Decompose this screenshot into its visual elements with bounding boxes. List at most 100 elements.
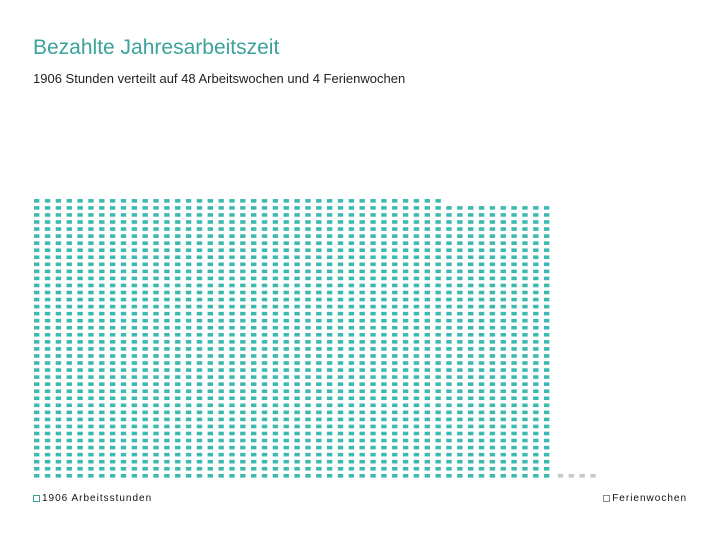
waffle-cell-work <box>381 459 387 464</box>
waffle-cell-work <box>66 199 72 203</box>
waffle-cell-work <box>489 375 496 379</box>
waffle-cell-work <box>305 431 311 436</box>
waffle-cell-work <box>402 227 409 231</box>
waffle-cell-work <box>218 382 224 386</box>
waffle-cell-work <box>424 269 430 274</box>
waffle-cell-work <box>261 262 268 267</box>
waffle-cell-work <box>316 325 322 330</box>
waffle-cell-work <box>533 424 539 429</box>
waffle-cell-work <box>522 234 528 238</box>
waffle-cell-work <box>316 241 322 245</box>
waffle-cell-work <box>55 318 62 323</box>
waffle-cell-work <box>316 389 322 393</box>
waffle-cell-work <box>500 262 506 267</box>
waffle-cell-work <box>402 276 409 281</box>
waffle-cell-work <box>185 403 192 408</box>
waffle-cell-work <box>489 431 496 436</box>
waffle-cell-work <box>424 459 430 464</box>
waffle-cell-work <box>77 431 83 436</box>
waffle-cell-work <box>446 389 452 393</box>
waffle-cell-work <box>522 297 528 302</box>
waffle-cell-work <box>120 368 127 372</box>
waffle-cell-work <box>55 227 62 231</box>
waffle-cell-work <box>99 382 105 386</box>
waffle-cell-work <box>34 333 40 337</box>
waffle-cell-work <box>413 333 420 337</box>
waffle-cell-work <box>424 340 430 344</box>
waffle-cell-work <box>229 311 235 316</box>
waffle-cell-work <box>44 474 51 478</box>
waffle-cell-work <box>424 466 430 471</box>
waffle-cell-work <box>533 466 539 471</box>
waffle-cell-work <box>142 424 148 429</box>
waffle-cell-work <box>337 269 344 274</box>
waffle-cell-work <box>326 199 333 203</box>
waffle-cell-work <box>88 417 94 422</box>
waffle-cell-work <box>88 459 94 464</box>
waffle-cell-work <box>478 438 485 443</box>
waffle-cell-work <box>305 227 311 231</box>
waffle-cell-work <box>196 361 203 365</box>
waffle-cell-work <box>543 459 550 464</box>
waffle-cell-work <box>175 361 181 365</box>
waffle-cell-work <box>77 375 83 379</box>
waffle-cell-work <box>446 283 452 288</box>
waffle-cell-work <box>424 431 430 436</box>
waffle-cell-work <box>251 206 257 210</box>
waffle-cell-work <box>468 333 474 337</box>
waffle-cell-work <box>435 361 441 365</box>
waffle-cell-work <box>218 311 224 316</box>
waffle-cell-work <box>348 431 355 436</box>
waffle-cell-work <box>413 325 420 330</box>
waffle-cell-work <box>348 347 355 351</box>
waffle-cell-work <box>207 417 213 422</box>
waffle-cell-work <box>142 213 148 217</box>
waffle-cell-work <box>305 424 311 429</box>
waffle-cell-work <box>131 396 138 401</box>
waffle-cell-work <box>142 304 148 309</box>
waffle-cell-work <box>272 452 279 457</box>
waffle-cell-work <box>120 445 127 450</box>
waffle-cell-work <box>478 276 485 281</box>
waffle-cell-work <box>175 213 181 217</box>
waffle-cell-work <box>175 206 181 210</box>
waffle-cell-work <box>543 234 550 238</box>
waffle-cell-work <box>326 248 333 252</box>
waffle-cell-work <box>435 452 441 457</box>
waffle-cell-work <box>272 340 279 344</box>
waffle-cell-work <box>218 325 224 330</box>
waffle-cell-work <box>478 431 485 436</box>
waffle-cell-work <box>261 375 268 379</box>
waffle-cell-work <box>478 227 485 231</box>
waffle-cell-work <box>66 276 72 281</box>
waffle-cell-work <box>413 445 420 450</box>
waffle-cell-work <box>55 459 62 464</box>
waffle-cell-work <box>511 318 517 323</box>
waffle-cell-work <box>489 403 496 408</box>
waffle-cell-work <box>185 269 192 274</box>
waffle-cell-work <box>185 241 192 245</box>
waffle-cell-work <box>478 262 485 267</box>
waffle-cell-work <box>435 276 441 281</box>
waffle-cell-work <box>337 396 344 401</box>
waffle-cell-work <box>381 199 387 203</box>
waffle-cell-work <box>77 276 83 281</box>
waffle-cell-work <box>240 255 246 260</box>
waffle-cell-work <box>370 431 376 436</box>
waffle-cell-work <box>272 199 279 203</box>
waffle-cell-work <box>261 396 268 401</box>
waffle-cell-work <box>229 248 235 252</box>
waffle-cell-work <box>44 227 51 231</box>
waffle-cell-work <box>294 459 300 464</box>
waffle-cell-work <box>185 424 192 429</box>
waffle-cell-work <box>196 199 203 203</box>
waffle-cell-work <box>348 375 355 379</box>
waffle-cell-work <box>478 269 485 274</box>
waffle-cell-work <box>44 269 51 274</box>
waffle-cell-work <box>392 304 398 309</box>
waffle-cell-work <box>44 466 51 471</box>
waffle-cell-work <box>424 389 430 393</box>
waffle-cell-work <box>131 361 138 365</box>
waffle-cell-work <box>164 354 170 358</box>
waffle-cell-work <box>413 311 420 316</box>
